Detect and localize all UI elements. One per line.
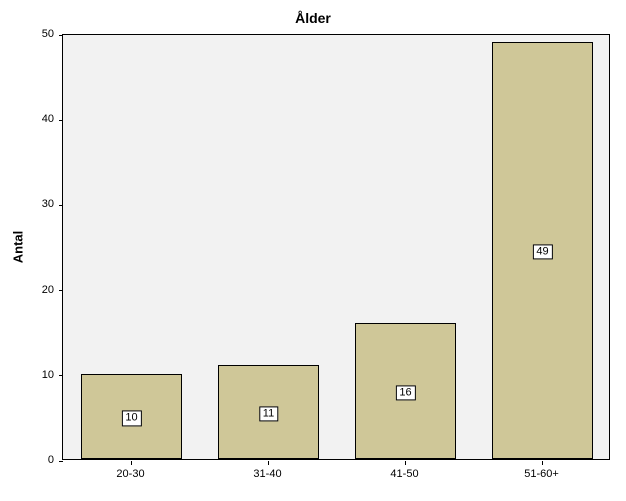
y-tick (59, 120, 63, 121)
x-tick (131, 461, 132, 465)
x-tick (405, 461, 406, 465)
x-tick (542, 461, 543, 465)
y-axis-label: Antal (11, 231, 26, 264)
chart-title: Ålder (0, 10, 626, 26)
y-tick-label: 20 (30, 284, 54, 296)
y-tick-label: 40 (30, 113, 54, 125)
plot-area: 10 11 16 49 (62, 34, 610, 460)
bar-value-label: 16 (395, 385, 415, 400)
y-tick (59, 461, 63, 462)
bar-value-label: 11 (259, 407, 278, 422)
bar-value-label: 10 (121, 411, 141, 426)
y-tick (59, 290, 63, 291)
x-tick-label: 31-40 (253, 468, 281, 480)
y-tick-label: 0 (30, 454, 54, 466)
y-tick (59, 205, 63, 206)
x-tick (268, 461, 269, 465)
x-tick-label: 51-60+ (524, 468, 559, 480)
y-tick (59, 375, 63, 376)
y-tick-label: 50 (30, 28, 54, 40)
y-tick (59, 35, 63, 36)
bar-value-label: 49 (532, 245, 552, 260)
x-tick-label: 41-50 (390, 468, 418, 480)
chart-container: Ålder 10 11 16 49 Antal 0 10 20 30 40 50 20-30 31-… (0, 0, 626, 501)
y-tick-label: 30 (30, 198, 54, 210)
y-tick-label: 10 (30, 369, 54, 381)
x-tick-label: 20-30 (116, 468, 144, 480)
